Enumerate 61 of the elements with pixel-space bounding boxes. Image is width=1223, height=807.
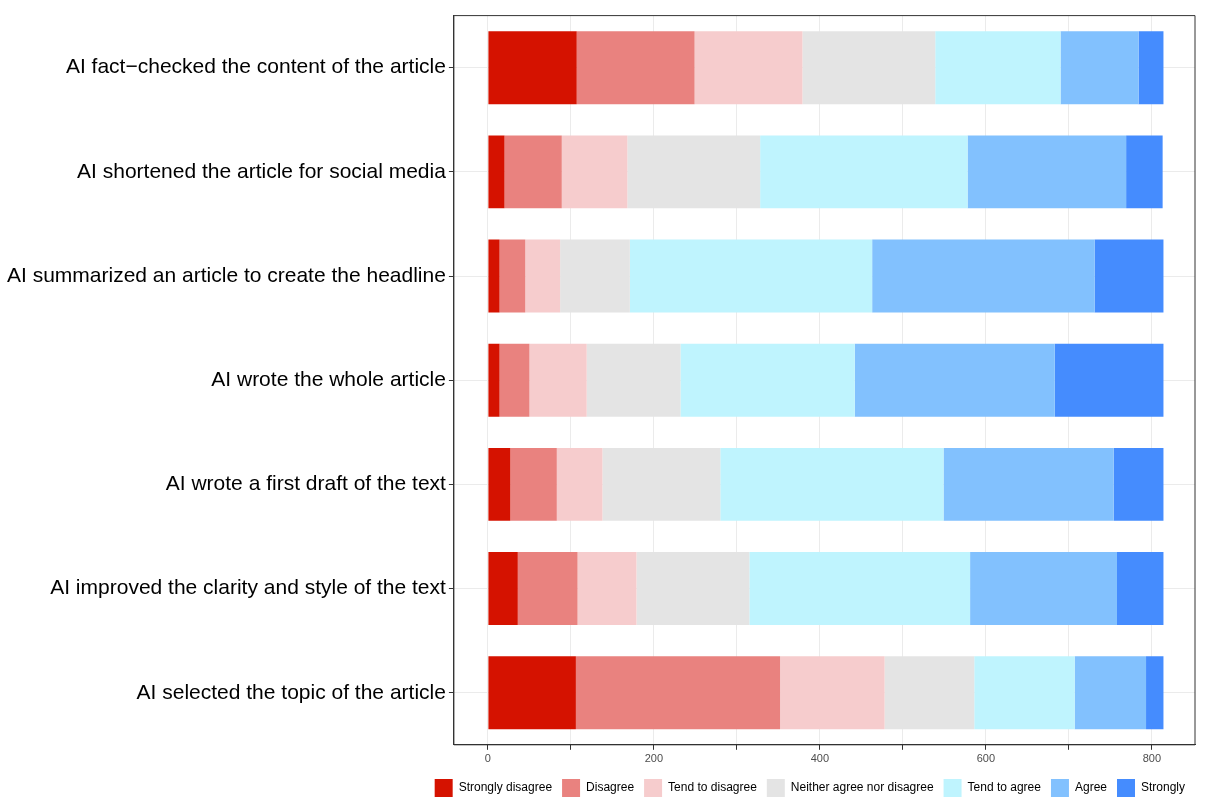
bar (517, 552, 578, 625)
bar (1074, 656, 1147, 730)
legend-label: Tend to agree (967, 780, 1042, 795)
bar (780, 656, 885, 730)
bar (680, 343, 855, 417)
bar (488, 31, 577, 105)
y-tick-label: AI summarized an article to create the headline (6, 262, 446, 286)
bar (1094, 239, 1164, 313)
legend-label: Strongly disagree (458, 780, 553, 795)
bar (749, 552, 971, 625)
bar (488, 552, 518, 625)
bar (1116, 552, 1164, 625)
legend-label: Strongly (1140, 780, 1186, 795)
bar (872, 239, 1095, 313)
bar (720, 447, 944, 521)
bar (970, 552, 1117, 625)
bar (854, 343, 1055, 417)
bar (510, 447, 557, 521)
bar (488, 447, 511, 521)
bar (525, 239, 561, 313)
y-tick-label: AI selected the topic of the article (136, 679, 446, 703)
legend-label: Disagree (586, 780, 635, 795)
x-tick-label: 600 (976, 752, 996, 765)
bar (499, 239, 526, 313)
y-tick-label: AI fact−checked the content of the article (65, 54, 446, 78)
bar (556, 447, 603, 521)
bar (488, 135, 505, 209)
y-tick-label: AI shortened the article for social media (77, 158, 447, 182)
bar (694, 31, 803, 105)
bar (1146, 656, 1164, 730)
bar (1060, 31, 1139, 105)
legend-label: Agree (1074, 780, 1108, 795)
bar (529, 343, 587, 417)
bar (974, 656, 1075, 730)
x-tick-label: 0 (484, 752, 491, 765)
y-tick-label: AI improved the clarity and style of the text (50, 575, 447, 599)
bar (499, 343, 530, 417)
bar (629, 239, 873, 313)
bar (488, 239, 500, 313)
legend-label: Neither agree nor disagree (790, 780, 934, 795)
bar (576, 31, 695, 105)
bar (1054, 343, 1164, 417)
bar (760, 135, 968, 209)
bar (488, 656, 576, 730)
bar (575, 656, 781, 730)
bar (967, 135, 1127, 209)
bar (504, 135, 562, 209)
bar (488, 343, 500, 417)
bar (943, 447, 1114, 521)
bar (1126, 135, 1163, 209)
x-tick-label: 200 (644, 752, 664, 765)
y-tick-label: AI wrote a first draft of the text (165, 471, 447, 495)
legend-label: Tend to disagree (668, 780, 758, 795)
bar (1113, 447, 1164, 521)
bar (935, 31, 1061, 105)
x-tick-label: 800 (1142, 752, 1162, 765)
y-tick-label: AI wrote the whole article (211, 367, 446, 390)
bar (1138, 31, 1164, 105)
bar (561, 135, 628, 209)
x-tick-label: 400 (810, 752, 830, 765)
bar (577, 552, 637, 625)
